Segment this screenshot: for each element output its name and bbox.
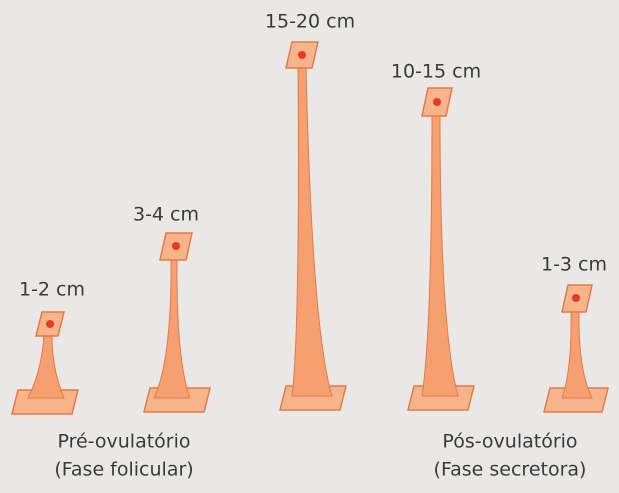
stretch-label: 1-3 cm (541, 254, 607, 276)
stretch-label: 10-15 cm (391, 61, 481, 83)
phase-title: Pré-ovulatório (57, 431, 190, 453)
stretch-label: 1-2 cm (19, 279, 85, 301)
mucus-sample (12, 312, 78, 414)
mucus-sample (280, 42, 346, 410)
phase-title: Pós-ovulatório (442, 431, 577, 453)
diagram: 1-2 cm 3-4 cm 15-20 cm 10-15 cm 1-3 cm P… (0, 0, 619, 493)
mucus-sample (144, 233, 210, 412)
stretch-label: 15-20 cm (265, 11, 355, 33)
mucus-sample (408, 88, 474, 410)
phase-subtitle: (Fase secretora) (434, 459, 587, 481)
mucus-sample (544, 285, 608, 412)
stretch-label: 3-4 cm (133, 204, 199, 226)
phase-subtitle: (Fase folicular) (54, 459, 193, 481)
